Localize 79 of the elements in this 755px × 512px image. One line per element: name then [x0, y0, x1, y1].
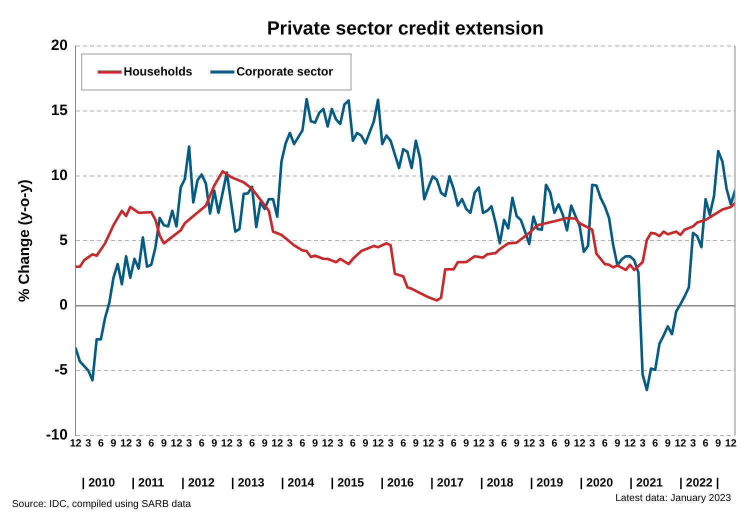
x-tick-label: 9 — [312, 438, 318, 450]
x-tick-label: 3 — [136, 438, 142, 450]
x-tick-label: 6 — [400, 438, 406, 450]
x-tick-label: 6 — [602, 438, 608, 450]
text: | 2019 — [530, 476, 564, 490]
x-tick-label: 6 — [198, 438, 205, 450]
x-tick-label: 9 — [110, 438, 117, 450]
y-axis-title: % Change (y-o-y) — [16, 179, 34, 302]
x-tick-label: 12 — [624, 438, 636, 450]
text: | 2012 — [181, 476, 215, 490]
x-tick-label: 9 — [664, 438, 671, 450]
x-tick-label: 3 — [488, 438, 495, 450]
x-tick-label: 3 — [286, 438, 293, 450]
y-tick-label: 15 — [50, 102, 68, 120]
x-tick-label: 6 — [98, 438, 104, 450]
text: | 2017 — [430, 476, 464, 490]
text: | 2021 — [629, 476, 664, 490]
x-tick-label: 3 — [186, 438, 192, 450]
x-tick-label: 12 — [472, 438, 485, 450]
x-tick-label: 6 — [450, 438, 457, 450]
x-tick-label: 6 — [148, 438, 154, 450]
x-tick-label: 3 — [690, 438, 696, 450]
y-tick-label: 0 — [59, 296, 68, 314]
x-tick-label: 9 — [715, 438, 722, 450]
text: | 2020 — [580, 476, 614, 490]
x-tick-label: 12 — [724, 438, 737, 450]
x-tick-label: 12 — [170, 438, 182, 450]
x-tick-label: 6 — [300, 438, 306, 450]
y-tick-label: 10 — [50, 166, 68, 184]
x-tick-label: 12 — [372, 438, 384, 450]
x-tick-label: 3 — [438, 438, 444, 450]
x-tick-label: 12 — [523, 438, 536, 450]
x-tick-label: 12 — [674, 438, 686, 450]
x-tick-label: 9 — [463, 438, 470, 450]
text: Latest data: January 2023 — [615, 492, 732, 504]
x-tick-label: 3 — [236, 438, 243, 450]
text: | 2015 — [330, 476, 364, 490]
x-tick-label: 12 — [422, 438, 434, 450]
text: | 2011 — [131, 476, 165, 490]
text: | 2010 — [82, 476, 116, 490]
y-tick-label: 20 — [50, 37, 68, 54]
x-tick-label: 9 — [564, 438, 570, 450]
x-tick-label: 3 — [538, 438, 545, 450]
text: | 2022 | — [679, 476, 720, 490]
text: | 2018 — [480, 476, 514, 490]
text: | 2016 — [380, 476, 414, 490]
y-tick-label: -10 — [46, 426, 68, 444]
text: | 2014 — [280, 476, 315, 490]
x-tick-label: 9 — [160, 438, 167, 450]
x-tick-label: 3 — [388, 438, 394, 450]
x-tick-label: 3 — [640, 438, 646, 450]
x-tick-label: 6 — [501, 438, 508, 450]
x-tick-label: 12 — [574, 438, 586, 450]
x-tick-label: 9 — [412, 438, 419, 450]
y-tick-label: 5 — [59, 232, 68, 249]
x-tick-label: 6 — [702, 438, 709, 450]
x-tick-label: 12 — [322, 438, 334, 450]
x-tick-label: 3 — [589, 438, 596, 450]
x-tick-label: 12 — [221, 438, 233, 450]
source-note: Source: IDC, compiled using SARB data — [12, 498, 192, 510]
text: | 2013 — [231, 476, 265, 490]
x-tick-label: 9 — [262, 438, 268, 450]
x-tick-label: 6 — [652, 438, 658, 450]
x-tick-label: 6 — [552, 438, 558, 450]
x-tick-label: 9 — [514, 438, 520, 450]
x-tick-label: 9 — [614, 438, 620, 450]
y-tick-label: -5 — [54, 362, 68, 379]
legend-label: Households — [124, 64, 193, 78]
x-tick-label: 12 — [120, 438, 132, 450]
x-tick-label: 12 — [70, 438, 82, 450]
chart-title: Private sector credit extension — [267, 18, 544, 40]
x-tick-label: 3 — [337, 438, 344, 450]
x-tick-label: 9 — [211, 438, 218, 450]
x-tick-label: 6 — [350, 438, 356, 450]
x-tick-label: 9 — [362, 438, 369, 450]
x-tick-label: 6 — [249, 438, 256, 450]
legend-label: Corporate sector — [236, 64, 334, 78]
x-tick-label: 3 — [85, 438, 92, 450]
x-tick-label: 12 — [271, 438, 284, 450]
